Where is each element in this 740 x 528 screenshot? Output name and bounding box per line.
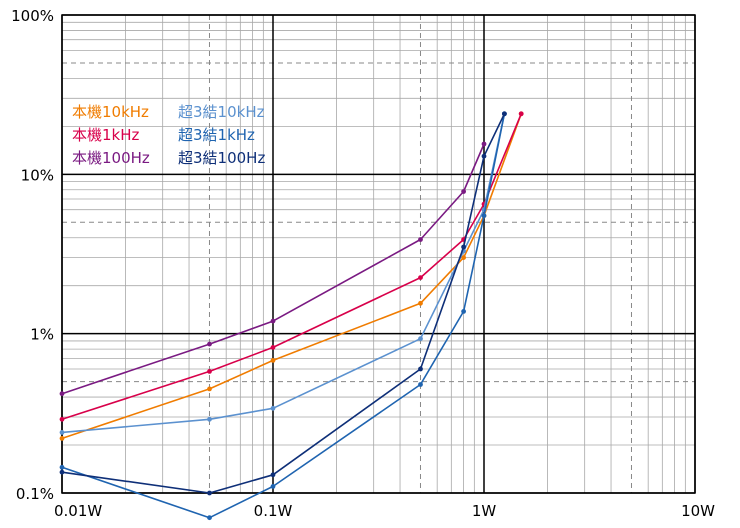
legend-item: 超3結1kHz	[178, 126, 255, 144]
x-tick-label: 1W	[472, 502, 497, 520]
data-point	[59, 391, 65, 397]
data-point	[59, 416, 65, 422]
data-point	[461, 244, 466, 250]
x-tick-label: 0.1W	[254, 502, 293, 520]
legend-item: 本機10kHz	[72, 103, 149, 121]
series-2	[59, 111, 524, 422]
data-point	[270, 318, 276, 324]
series-3	[59, 141, 487, 397]
series-line	[61, 143, 485, 395]
tick-labels: 0.01W 0.1W 1W 10W 0.1% 1% 10% 100%	[11, 7, 715, 520]
plot-frame	[61, 14, 696, 494]
x-tick-label: 0.01W	[54, 502, 102, 520]
legend-item: 本機1kHz	[72, 126, 140, 144]
data-point	[270, 405, 276, 411]
data-point	[59, 430, 65, 435]
y-tick-label: 10%	[21, 166, 54, 184]
grid-major	[61, 14, 696, 494]
data-point	[418, 275, 423, 280]
y-tick-label: 100%	[11, 7, 54, 25]
data-point	[207, 386, 212, 392]
data-point	[59, 469, 65, 475]
series-layer	[59, 111, 524, 521]
data-point	[518, 111, 524, 117]
series-6	[59, 111, 507, 496]
y-tick-label: 0.1%	[16, 485, 54, 503]
data-point	[270, 484, 276, 489]
data-point	[502, 111, 507, 117]
data-point	[270, 345, 276, 350]
data-point	[461, 309, 466, 314]
data-point	[461, 255, 466, 260]
data-point	[461, 189, 466, 194]
data-point	[418, 237, 423, 242]
data-point	[59, 436, 65, 441]
data-point	[270, 358, 276, 363]
legend: 本機10kHz 本機1kHz 本機100Hz 超3結10kHz 超3結1kHz 超3結10…	[72, 103, 265, 167]
data-point	[207, 416, 212, 422]
data-point	[207, 515, 212, 521]
data-point	[481, 141, 487, 147]
data-point	[418, 300, 423, 306]
grid-minor	[62, 15, 695, 493]
x-tick-label: 10W	[681, 502, 715, 520]
data-point	[481, 213, 487, 219]
data-point	[418, 336, 423, 342]
legend-item: 本機100Hz	[72, 149, 150, 167]
series-5	[59, 111, 507, 521]
data-point	[207, 490, 212, 496]
data-point	[270, 472, 276, 478]
legend-item: 超3結100Hz	[178, 149, 265, 167]
data-point	[481, 153, 487, 159]
data-point	[207, 369, 212, 374]
grid-mid	[62, 15, 695, 493]
legend-item: 超3結10kHz	[178, 103, 265, 121]
data-point	[418, 382, 423, 387]
y-tick-label: 1%	[30, 326, 54, 344]
data-point	[59, 464, 65, 470]
data-point	[207, 341, 212, 347]
data-point	[418, 366, 423, 372]
